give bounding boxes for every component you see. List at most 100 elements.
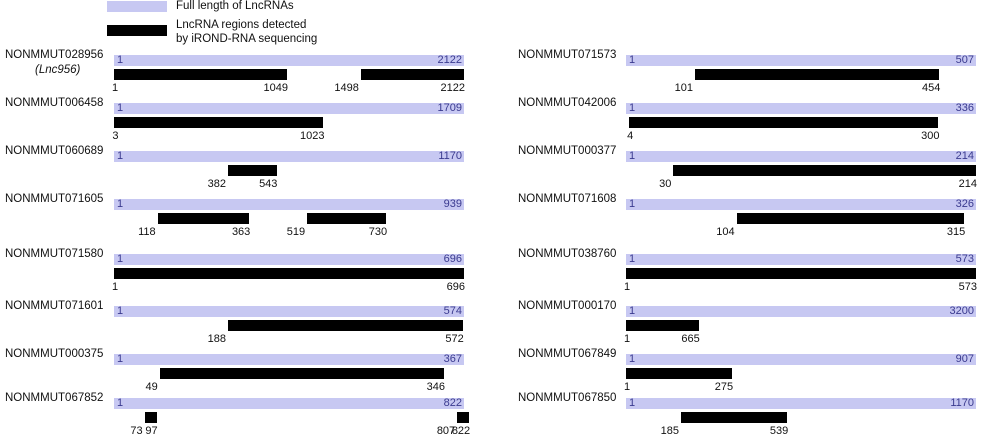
- lncrna-alias: (Lnc956): [35, 64, 81, 76]
- region-end-label: 572: [445, 333, 464, 345]
- full-length-bar: 1 2122: [114, 55, 464, 66]
- lncrna-name: NONMMUT071605: [5, 193, 104, 205]
- full-end-label: 326: [955, 198, 974, 210]
- lncrna-name: NONMMUT071580: [5, 248, 104, 260]
- full-length-bar: 1 907: [626, 354, 976, 365]
- full-start-label: 1: [629, 150, 636, 162]
- lncrna-name: NONMMUT067852: [5, 392, 104, 404]
- full-end-label: 2122: [437, 54, 462, 66]
- full-length-bar: 1 507: [626, 55, 976, 66]
- region-end-label: 822: [451, 425, 471, 437]
- region-start-label: 382: [207, 178, 226, 190]
- detected-region-bar: [360, 69, 464, 80]
- lncrna-name: NONMMUT000377: [518, 145, 617, 157]
- region-end-label: 1049: [263, 82, 289, 94]
- region-end-label: 315: [946, 226, 966, 238]
- full-end-label: 573: [955, 253, 974, 265]
- region-end-label: 665: [681, 333, 700, 345]
- detected-region-bar: [307, 213, 387, 224]
- lncrna-name: NONMMUT067849: [518, 348, 617, 360]
- full-end-label: 1709: [437, 102, 462, 114]
- full-end-label: 696: [443, 253, 462, 265]
- full-length-bar: 1 326: [626, 199, 976, 210]
- legend-full-swatch: [107, 1, 167, 12]
- region-start-label: 188: [207, 333, 227, 345]
- full-start-label: 1: [629, 353, 636, 365]
- detected-region-bar: [228, 165, 277, 176]
- detected-region-bar: [629, 117, 939, 128]
- full-start-label: 1: [629, 54, 636, 66]
- region-end-label: 2122: [440, 82, 465, 94]
- full-length-bar: 1 1709: [114, 103, 464, 114]
- lncrna-name: NONMMUT071573: [518, 49, 617, 61]
- region-end-label: 454: [922, 82, 941, 94]
- region-start-label: 1498: [334, 82, 359, 94]
- full-length-bar: 1 1170: [114, 151, 464, 162]
- full-end-label: 1170: [438, 150, 462, 162]
- full-end-label: 507: [955, 54, 974, 66]
- full-end-label: 574: [443, 305, 462, 317]
- region-start-label: 3: [112, 130, 119, 142]
- lncrna-name: NONMMUT071608: [518, 193, 617, 205]
- region-end-label: 573: [958, 281, 977, 293]
- detected-region-bar: [681, 412, 788, 423]
- legend-region-swatch: [107, 25, 167, 36]
- full-end-label: 3200: [949, 305, 974, 317]
- detected-region-bar: [114, 117, 324, 128]
- region-start-label: 807: [436, 425, 456, 437]
- region-end-label: 346: [426, 381, 445, 393]
- full-length-bar: 1 367: [114, 354, 464, 365]
- full-length-bar: 1 3200: [626, 306, 976, 317]
- full-length-bar: 1 573: [626, 254, 976, 265]
- region-end-label: 543: [259, 178, 278, 190]
- region-end-label: 363: [231, 226, 251, 238]
- region-start-label: 73: [130, 425, 143, 437]
- region-end-label: 1023: [300, 130, 325, 142]
- full-end-label: 939: [443, 198, 462, 210]
- full-end-label: 367: [443, 353, 462, 365]
- detected-region-bar: [695, 69, 940, 80]
- full-end-label: 907: [955, 353, 974, 365]
- full-start-label: 1: [117, 198, 124, 210]
- full-length-bar: 1 822: [114, 398, 464, 409]
- region-start-label: 49: [145, 381, 158, 393]
- detected-region-bar: [114, 69, 287, 80]
- region-start-label: 30: [659, 178, 672, 190]
- full-length-bar: 1 696: [114, 254, 464, 265]
- full-length-bar: 1 336: [626, 103, 976, 114]
- full-start-label: 1: [629, 198, 636, 210]
- full-start-label: 1: [629, 253, 636, 265]
- region-start-label: 1: [111, 281, 119, 293]
- lncrna-name: NONMMUT060689: [5, 145, 104, 157]
- detected-region-bar: [626, 320, 699, 331]
- lncrna-name: NONMMUT006458: [5, 97, 104, 109]
- region-start-label: 519: [286, 226, 306, 238]
- lncrna-name: NONMMUT071601: [5, 300, 104, 312]
- lncrna-name: NONMMUT038760: [518, 248, 617, 260]
- full-start-label: 1: [117, 353, 124, 365]
- legend-region-label-line2: by iROND-RNA sequencing: [176, 33, 318, 45]
- full-start-label: 1: [629, 397, 636, 409]
- full-start-label: 1: [117, 253, 124, 265]
- full-start-label: 1: [117, 397, 124, 409]
- detected-region-bar: [736, 213, 965, 224]
- region-start-label: 101: [674, 82, 694, 94]
- detected-region-bar: [228, 320, 463, 331]
- region-start-label: 1: [623, 333, 631, 345]
- detected-region-bar: [673, 165, 976, 176]
- region-end-label: 275: [714, 381, 734, 393]
- detected-region-bar: [144, 412, 157, 423]
- detected-region-bar: [157, 213, 250, 224]
- detected-region-bar: [626, 368, 733, 379]
- lncrna-name: NONMMUT000170: [518, 300, 617, 312]
- lncrna-name: NONMMUT028956: [5, 49, 104, 61]
- full-length-bar: 1 939: [114, 199, 464, 210]
- region-start-label: 104: [716, 226, 735, 238]
- full-start-label: 1: [117, 305, 124, 317]
- full-end-label: 1170: [950, 397, 974, 409]
- full-start-label: 1: [117, 102, 124, 114]
- region-start-label: 4: [627, 130, 634, 142]
- region-end-label: 696: [446, 281, 465, 293]
- full-start-label: 1: [117, 54, 124, 66]
- region-start-label: 1: [623, 381, 631, 393]
